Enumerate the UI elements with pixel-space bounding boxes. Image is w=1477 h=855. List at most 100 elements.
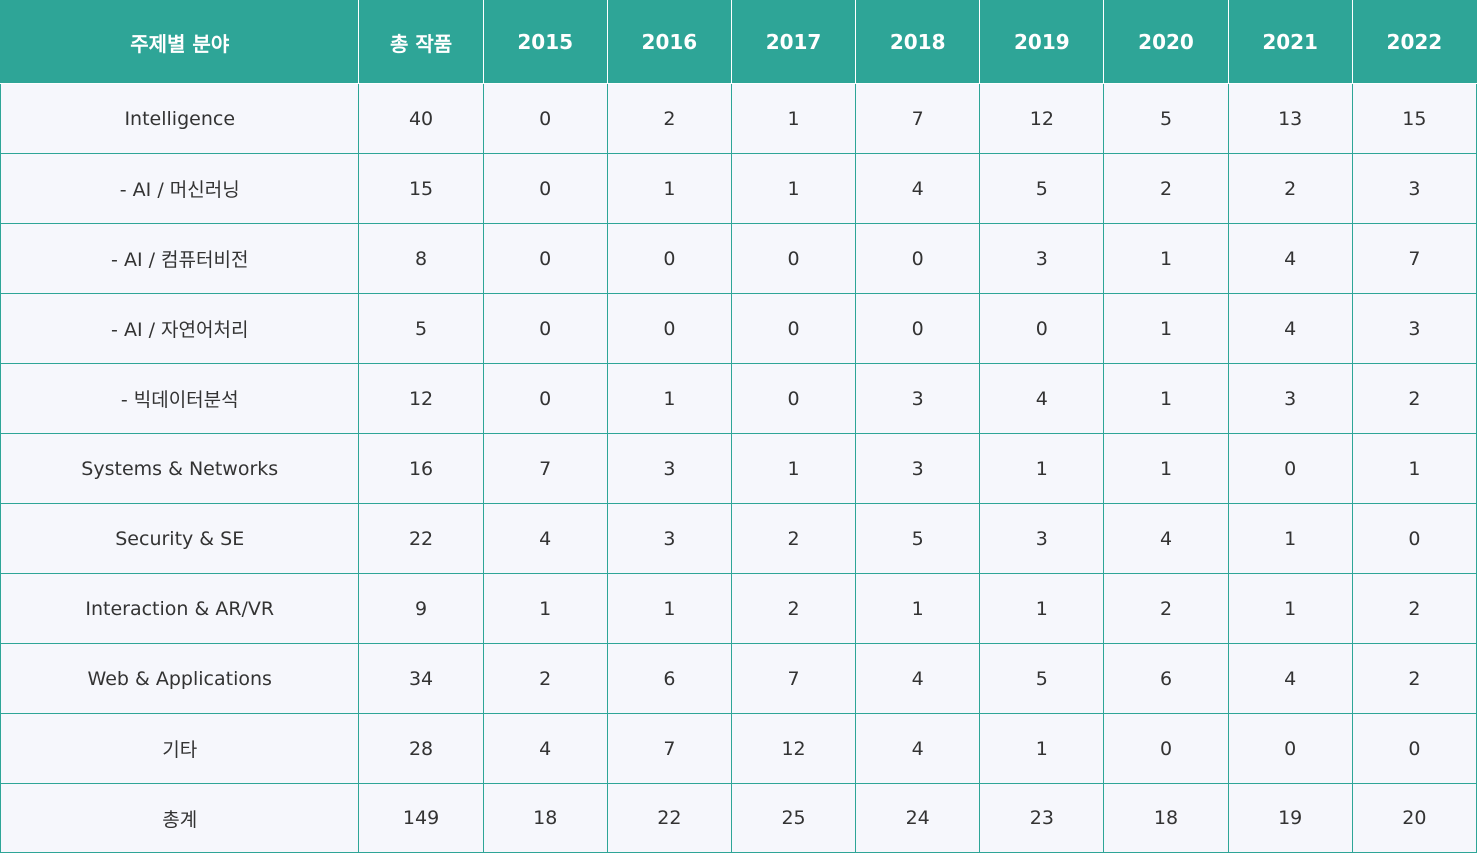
header-year-2016: 2016 [606, 0, 732, 84]
topic-cell: Intelligence [0, 83, 360, 154]
year-count-cell: 7 [855, 83, 981, 154]
header-year-2021: 2021 [1227, 0, 1353, 84]
year-count-cell: 0 [482, 153, 608, 224]
year-count-cell: 4 [1103, 503, 1229, 574]
year-count-cell: 5 [979, 153, 1105, 224]
year-count-cell: 5 [855, 503, 981, 574]
year-count-cell: 2 [1351, 573, 1477, 644]
table-body: Intelligence 40 0 2 1 7 12 5 13 15- AI / 머신러닝 15 0 1… [0, 83, 1477, 853]
year-count-cell: 1 [1227, 573, 1353, 644]
year-count-cell: 4 [855, 153, 981, 224]
year-count-cell: 0 [1351, 503, 1477, 574]
total-cell: 8 [358, 223, 484, 294]
year-count-cell: 2 [1351, 363, 1477, 434]
year-count-cell: 25 [730, 783, 857, 853]
header-topic: 주제별 분야 [0, 0, 360, 84]
table-row: Security & SE 22 4 3 2 5 3 4 1 0 [0, 503, 1477, 574]
table-row: - 빅데이터분석 12 0 1 0 3 4 1 3 2 [0, 363, 1477, 434]
topic-cell: - AI / 머신러닝 [0, 153, 360, 224]
table-row: 기타 28 4 7 12 4 1 0 0 0 [0, 713, 1477, 784]
total-cell: 15 [358, 153, 484, 224]
year-count-cell: 7 [1351, 223, 1477, 294]
total-cell: 5 [358, 293, 484, 364]
year-count-cell: 3 [606, 503, 732, 574]
total-cell: 22 [358, 503, 484, 574]
year-count-cell: 3 [855, 363, 981, 434]
year-count-cell: 0 [730, 363, 857, 434]
year-count-cell: 1 [1103, 433, 1229, 504]
year-count-cell: 18 [1103, 783, 1229, 853]
year-count-cell: 0 [979, 293, 1105, 364]
year-count-cell: 0 [1227, 713, 1353, 784]
year-count-cell: 1 [606, 573, 732, 644]
table-row: Intelligence 40 0 2 1 7 12 5 13 15 [0, 83, 1477, 154]
year-count-cell: 12 [979, 83, 1105, 154]
year-count-cell: 1 [730, 83, 857, 154]
year-count-cell: 0 [482, 363, 608, 434]
year-count-cell: 1 [1103, 363, 1229, 434]
total-cell: 40 [358, 83, 484, 154]
year-count-cell: 23 [979, 783, 1105, 853]
total-cell: 16 [358, 433, 484, 504]
topic-cell: - 빅데이터분석 [0, 363, 360, 434]
topic-cell: Web & Applications [0, 643, 360, 714]
header-year-2018: 2018 [855, 0, 981, 84]
year-count-cell: 2 [730, 573, 857, 644]
header-year-2017: 2017 [730, 0, 857, 84]
year-count-cell: 0 [606, 223, 732, 294]
year-count-cell: 1 [1227, 503, 1353, 574]
year-count-cell: 4 [855, 643, 981, 714]
year-count-cell: 24 [855, 783, 981, 853]
year-count-cell: 2 [1351, 643, 1477, 714]
header-row: 주제별 분야 총 작품 2015 2016 2017 2018 2019 202… [0, 0, 1477, 84]
table-row: 총계 149 18 22 25 24 23 18 19 20 [0, 783, 1477, 853]
year-count-cell: 15 [1351, 83, 1477, 154]
header-year-2019: 2019 [979, 0, 1105, 84]
year-count-cell: 4 [482, 713, 608, 784]
year-count-cell: 0 [482, 223, 608, 294]
year-count-cell: 1 [855, 573, 981, 644]
total-cell: 149 [358, 783, 484, 853]
year-count-cell: 22 [606, 783, 732, 853]
topic-cell: - AI / 자연어처리 [0, 293, 360, 364]
year-count-cell: 4 [855, 713, 981, 784]
year-count-cell: 2 [606, 83, 732, 154]
total-cell: 12 [358, 363, 484, 434]
year-count-cell: 3 [1227, 363, 1353, 434]
year-count-cell: 1 [979, 573, 1105, 644]
year-count-cell: 5 [979, 643, 1105, 714]
year-count-cell: 1 [1103, 293, 1229, 364]
year-count-cell: 0 [1227, 433, 1353, 504]
year-count-cell: 0 [730, 293, 857, 364]
year-count-cell: 1 [606, 153, 732, 224]
year-count-cell: 2 [730, 503, 857, 574]
year-count-cell: 0 [855, 293, 981, 364]
year-count-cell: 1 [730, 153, 857, 224]
table-row: Systems & Networks 16 7 3 1 3 1 1 0 1 [0, 433, 1477, 504]
year-count-cell: 0 [482, 83, 608, 154]
header-year-2022: 2022 [1351, 0, 1477, 84]
table-row: - AI / 머신러닝 15 0 1 1 4 5 2 2 3 [0, 153, 1477, 224]
year-count-cell: 13 [1227, 83, 1353, 154]
total-cell: 34 [358, 643, 484, 714]
year-count-cell: 3 [606, 433, 732, 504]
year-count-cell: 2 [1103, 153, 1229, 224]
year-count-cell: 4 [1227, 293, 1353, 364]
year-count-cell: 0 [482, 293, 608, 364]
year-count-cell: 20 [1351, 783, 1477, 853]
year-count-cell: 0 [1103, 713, 1229, 784]
year-count-cell: 5 [1103, 83, 1229, 154]
year-count-cell: 3 [1351, 153, 1477, 224]
year-count-cell: 7 [730, 643, 857, 714]
year-count-cell: 4 [482, 503, 608, 574]
topic-cell: Interaction & AR/VR [0, 573, 360, 644]
year-count-cell: 0 [606, 293, 732, 364]
header-total: 총 작품 [358, 0, 484, 84]
year-count-cell: 1 [1103, 223, 1229, 294]
year-count-cell: 3 [855, 433, 981, 504]
year-count-cell: 0 [1351, 713, 1477, 784]
year-count-cell: 6 [606, 643, 732, 714]
year-count-cell: 2 [1227, 153, 1353, 224]
year-count-cell: 18 [482, 783, 608, 853]
year-count-cell: 3 [1351, 293, 1477, 364]
